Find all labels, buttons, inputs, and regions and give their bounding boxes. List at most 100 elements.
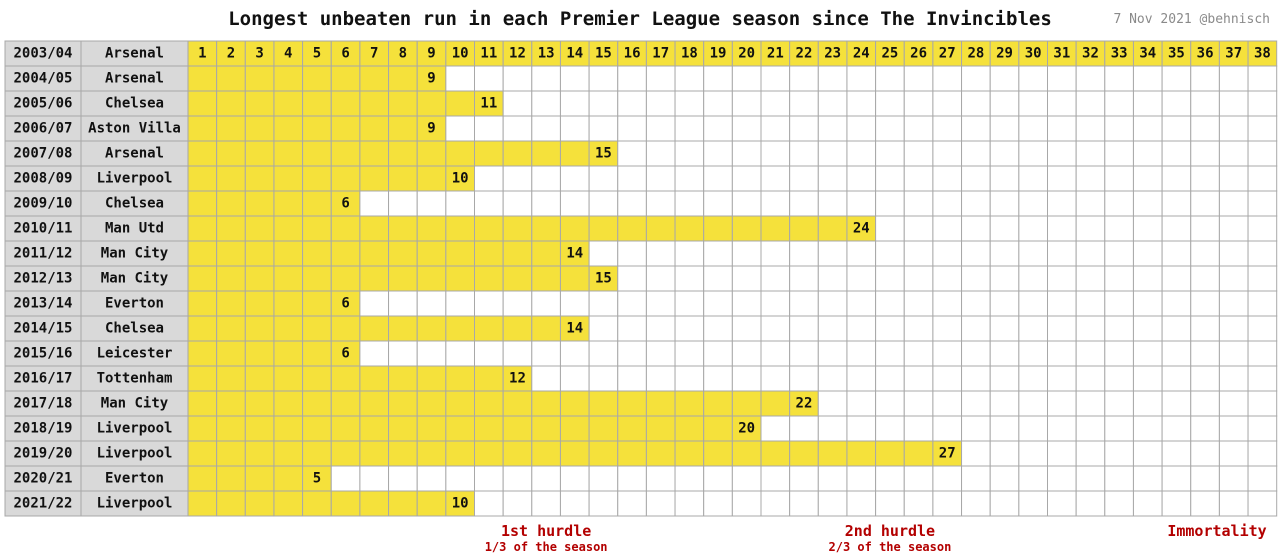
run-cell: [216, 390, 246, 417]
run-cell: [216, 165, 246, 192]
team-label: Aston Villa: [88, 121, 181, 137]
empty-cell: [1104, 365, 1134, 392]
empty-cell: [1247, 415, 1278, 442]
empty-cell: [760, 465, 791, 492]
empty-cell: [559, 490, 590, 517]
empty-cell: [1047, 190, 1077, 217]
empty-cell: [817, 290, 848, 317]
run-cell: [359, 140, 390, 167]
empty-cell: [1190, 90, 1220, 117]
empty-cell: [1247, 140, 1278, 167]
empty-cell: [388, 290, 418, 317]
empty-cell: [645, 340, 676, 367]
empty-cell: [1018, 240, 1048, 267]
run-cell: [273, 490, 304, 517]
empty-cell: [1190, 290, 1220, 317]
run-cell: [588, 390, 619, 417]
empty-cell: [903, 365, 934, 392]
empty-cell: [846, 340, 877, 367]
empty-cell: [674, 290, 705, 317]
season-cell: [4, 290, 82, 317]
empty-cell: [674, 490, 705, 517]
empty-cell: [961, 490, 991, 517]
empty-cell: [1104, 290, 1134, 317]
empty-cell: [588, 340, 619, 367]
empty-cell: [817, 340, 848, 367]
run-cell: [273, 240, 304, 267]
empty-cell: [1161, 390, 1192, 417]
match-number: 26: [910, 46, 927, 62]
empty-cell: [1161, 90, 1192, 117]
empty-cell: [1047, 315, 1077, 342]
run-cell: [359, 215, 390, 242]
empty-cell: [989, 190, 1020, 217]
empty-cell: [388, 465, 418, 492]
run-cell: [645, 390, 676, 417]
run-cell: [330, 65, 361, 92]
run-cell: [531, 390, 561, 417]
run-cell: [1218, 40, 1249, 67]
empty-cell: [903, 390, 934, 417]
empty-cell: [1104, 390, 1134, 417]
run-cell: [330, 415, 361, 442]
empty-cell: [961, 140, 991, 167]
run-cell: [789, 215, 819, 242]
empty-cell: [961, 465, 991, 492]
empty-cell: [817, 240, 848, 267]
run-cell: [588, 215, 619, 242]
run-cell: [216, 190, 246, 217]
empty-cell: [1018, 465, 1048, 492]
empty-cell: [731, 65, 762, 92]
empty-cell: [875, 140, 905, 167]
run-cell: [330, 215, 361, 242]
team-label: Everton: [105, 471, 164, 487]
empty-cell: [817, 415, 848, 442]
empty-cell: [1190, 415, 1220, 442]
empty-cell: [588, 240, 619, 267]
empty-cell: [846, 65, 877, 92]
empty-cell: [961, 115, 991, 142]
empty-cell: [645, 465, 676, 492]
season-label: 2018/19: [13, 421, 72, 437]
match-number: 38: [1254, 46, 1271, 62]
empty-cell: [1104, 340, 1134, 367]
empty-cell: [1247, 340, 1278, 367]
empty-cell: [1047, 490, 1077, 517]
empty-cell: [703, 490, 733, 517]
match-number: 32: [1082, 46, 1099, 62]
run-cell: [645, 215, 676, 242]
empty-cell: [674, 165, 705, 192]
empty-cell: [1218, 440, 1249, 467]
run-cell: [330, 140, 361, 167]
empty-cell: [989, 240, 1020, 267]
empty-cell: [1218, 140, 1249, 167]
team-label: Liverpool: [97, 446, 173, 462]
run-cell: [330, 490, 361, 517]
empty-cell: [617, 465, 647, 492]
empty-cell: [1018, 115, 1048, 142]
empty-cell: [531, 65, 561, 92]
empty-cell: [760, 265, 791, 292]
run-cell: [617, 440, 647, 467]
run-cell: [731, 415, 762, 442]
run-cell: [388, 165, 418, 192]
run-cell: [273, 465, 304, 492]
empty-cell: [559, 465, 590, 492]
run-cell: [445, 265, 476, 292]
team-cell: [80, 465, 189, 492]
run-cell: [187, 265, 218, 292]
run-cell: [416, 490, 447, 517]
match-number: 30: [1025, 46, 1042, 62]
empty-cell: [1190, 440, 1220, 467]
run-cell: [273, 315, 304, 342]
empty-cell: [445, 65, 476, 92]
run-cell: [559, 215, 590, 242]
run-cell: [531, 240, 561, 267]
empty-cell: [731, 365, 762, 392]
empty-cell: [817, 140, 848, 167]
run-cell: [588, 265, 619, 292]
season-cell: [4, 140, 82, 167]
empty-cell: [846, 490, 877, 517]
run-cell: [216, 65, 246, 92]
empty-cell: [502, 340, 533, 367]
